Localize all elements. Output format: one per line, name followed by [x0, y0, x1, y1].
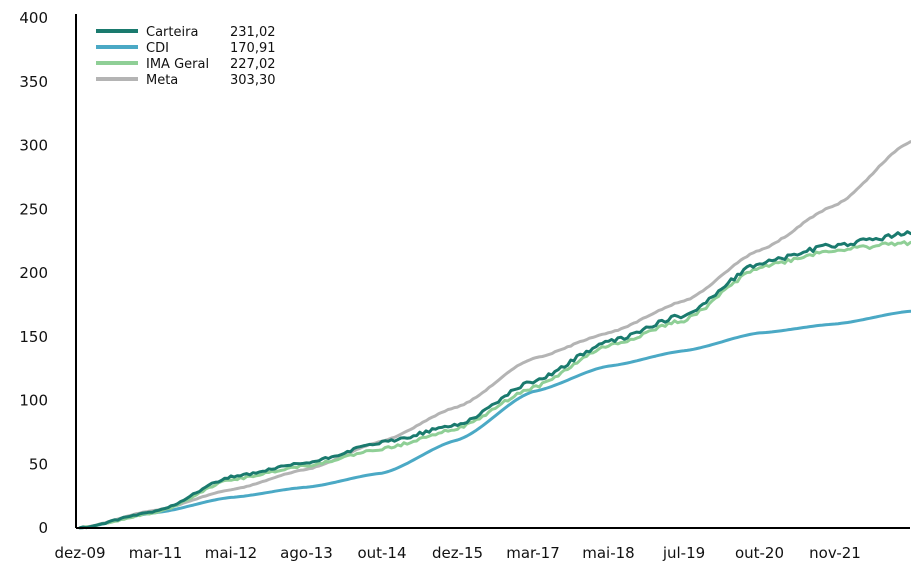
y-tick-label: 150 — [19, 328, 48, 346]
x-tick-label: mai-18 — [582, 544, 634, 562]
x-tick-label: ago-13 — [280, 544, 333, 562]
series-line-carteira — [78, 230, 911, 530]
x-tick-label: dez-15 — [432, 544, 483, 562]
series-layer — [78, 140, 911, 530]
y-tick-label: 250 — [19, 200, 48, 218]
series-line-cdi — [78, 309, 911, 530]
y-tick-label: 0 — [38, 519, 48, 537]
legend-value-meta: 303,30 — [230, 73, 276, 88]
y-tick-label: 350 — [19, 73, 48, 91]
legend-label-ima-geral: IMA Geral — [146, 57, 209, 72]
legend-value-ima-geral: 227,02 — [230, 57, 276, 72]
x-tick-label: out-14 — [357, 544, 406, 562]
x-tick-label: mar-17 — [506, 544, 560, 562]
y-axis-ticks: 0 50 100 150 200 250 300 350 400 — [19, 9, 48, 537]
series-line-meta — [78, 140, 911, 530]
legend: Carteira 231,02 CDI 170,91 IMA Geral 227,02 Me… — [96, 25, 276, 88]
y-tick-label: 100 — [19, 392, 48, 410]
y-tick-label: 300 — [19, 137, 48, 155]
legend-label-carteira: Carteira — [146, 25, 198, 40]
y-tick-label: 200 — [19, 264, 48, 282]
x-tick-label: mai-12 — [205, 544, 257, 562]
y-tick-label: 50 — [29, 455, 48, 473]
y-tick-label: 400 — [19, 9, 48, 27]
x-tick-label: mar-11 — [129, 544, 183, 562]
legend-label-cdi: CDI — [146, 41, 169, 56]
legend-label-meta: Meta — [146, 73, 178, 88]
x-tick-label: dez-09 — [54, 544, 105, 562]
x-axis-ticks: dez-09 mar-11 mai-12 ago-13 out-14 dez-15 mar-… — [54, 544, 860, 562]
series-line-ima-geral — [78, 240, 911, 530]
x-tick-label: nov-21 — [809, 544, 861, 562]
legend-value-carteira: 231,02 — [230, 25, 276, 40]
x-tick-label: jul-19 — [662, 544, 705, 562]
legend-value-cdi: 170,91 — [230, 41, 276, 56]
x-tick-label: out-20 — [735, 544, 784, 562]
